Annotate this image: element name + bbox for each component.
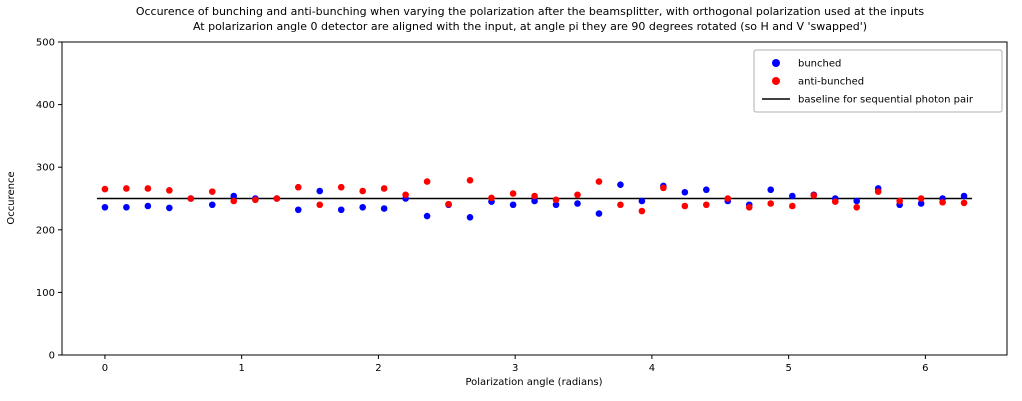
data-point-bunched [144,202,152,210]
data-point-anti-bunched [660,184,667,192]
data-point-anti-bunched [402,191,409,199]
data-point-anti-bunched [745,203,753,211]
data-point-anti-bunched [810,192,818,199]
y-axis-label: Occurence [6,171,17,224]
data-point-anti-bunched [359,187,366,195]
data-point-anti-bunched [617,201,624,209]
x-tick-label: 5 [785,363,791,374]
data-point-bunched [703,186,710,194]
data-point-bunched [423,212,431,220]
data-point-anti-bunched [853,203,861,211]
data-point-anti-bunched [939,198,946,206]
x-axis-label: Polarization angle (radians) [465,377,602,388]
data-point-bunched [681,188,689,196]
legend-box [753,49,1003,113]
data-point-bunched [509,201,517,209]
legend-label: bunched [798,59,841,70]
data-point-bunched [230,192,238,200]
x-tick-label: 3 [512,363,518,374]
data-point-anti-bunched [681,202,689,210]
data-point-anti-bunched [874,188,882,195]
data-point-anti-bunched [703,201,710,209]
data-point-bunched [638,197,646,205]
data-point-anti-bunched [789,202,796,210]
y-tick-label: 500 [36,38,55,49]
data-point-bunched [294,206,302,214]
data-point-bunched [359,203,366,211]
data-point-bunched [574,200,581,207]
x-tick-label: 6 [922,363,928,374]
data-point-anti-bunched [466,177,474,184]
data-point-anti-bunched [724,195,732,202]
data-point-bunched [316,187,324,195]
data-point-bunched [917,200,925,207]
x-tick-label: 4 [649,363,655,374]
data-point-anti-bunched [445,200,452,208]
data-point-bunched [337,206,345,214]
data-point-anti-bunched [166,187,173,194]
data-point-bunched [617,181,624,189]
data-point-bunched [466,213,474,221]
data-point-anti-bunched [638,207,646,215]
legend-label: baseline for sequential photon pair [798,95,974,106]
data-point-bunched [789,192,796,200]
data-point-anti-bunched [574,191,581,199]
data-point-anti-bunched [144,185,152,192]
data-point-anti-bunched [123,185,130,192]
x-tick-label: 0 [102,363,108,374]
data-point-anti-bunched [294,183,302,191]
data-point-bunched [380,205,388,212]
data-point-anti-bunched [208,188,216,195]
y-tick-label: 300 [36,163,55,174]
y-tick-label: 0 [49,351,55,362]
data-point-anti-bunched [273,195,281,202]
data-point-anti-bunched [960,199,968,207]
chart-title-line2: At polarizarion angle 0 detector are ali… [193,20,867,33]
data-point-anti-bunched [767,200,775,207]
data-point-anti-bunched [831,198,839,205]
data-point-anti-bunched [252,196,259,204]
x-tick-label: 2 [375,363,381,374]
data-point-anti-bunched [337,183,345,191]
data-point-bunched [960,192,968,200]
legend-label: anti-bunched [798,77,864,88]
data-point-anti-bunched [595,178,603,185]
data-point-anti-bunched [896,197,903,205]
legend-marker-bunched [772,59,780,67]
data-point-anti-bunched [488,194,495,202]
data-point-anti-bunched [917,195,925,202]
data-point-anti-bunched [380,185,388,192]
data-point-anti-bunched [316,201,324,209]
legend: bunched anti-bunched baseline for sequenti… [753,49,1003,113]
y-tick-label: 200 [36,225,55,236]
data-point-bunched [208,201,216,209]
data-point-bunched [853,197,861,205]
data-point-anti-bunched [101,185,109,193]
plot-border [61,41,1008,356]
data-point-bunched [552,201,560,209]
series-anti-bunched [101,177,968,215]
data-point-bunched [123,203,130,211]
y-tick-label: 400 [36,100,55,111]
y-tick-label: 100 [36,288,55,299]
plot-area: 0 1 2 3 4 5 6 0 100 200 300 400 500 bunched anti-bunch… [36,38,1003,374]
data-point-anti-bunched [230,197,238,205]
data-point-anti-bunched [552,196,560,204]
data-point-bunched [166,204,173,212]
data-point-bunched [531,197,538,205]
data-point-anti-bunched [187,195,195,202]
x-tick-label: 1 [238,363,244,374]
legend-marker-anti-bunched [772,77,780,85]
data-point-anti-bunched [423,178,431,185]
data-point-anti-bunched [531,192,538,200]
data-point-bunched [767,186,775,194]
chart-title-line1: Occurence of bunching and anti-bunching … [136,5,925,18]
data-point-anti-bunched [509,190,517,197]
data-point-bunched [595,210,603,217]
data-point-bunched [101,203,109,211]
